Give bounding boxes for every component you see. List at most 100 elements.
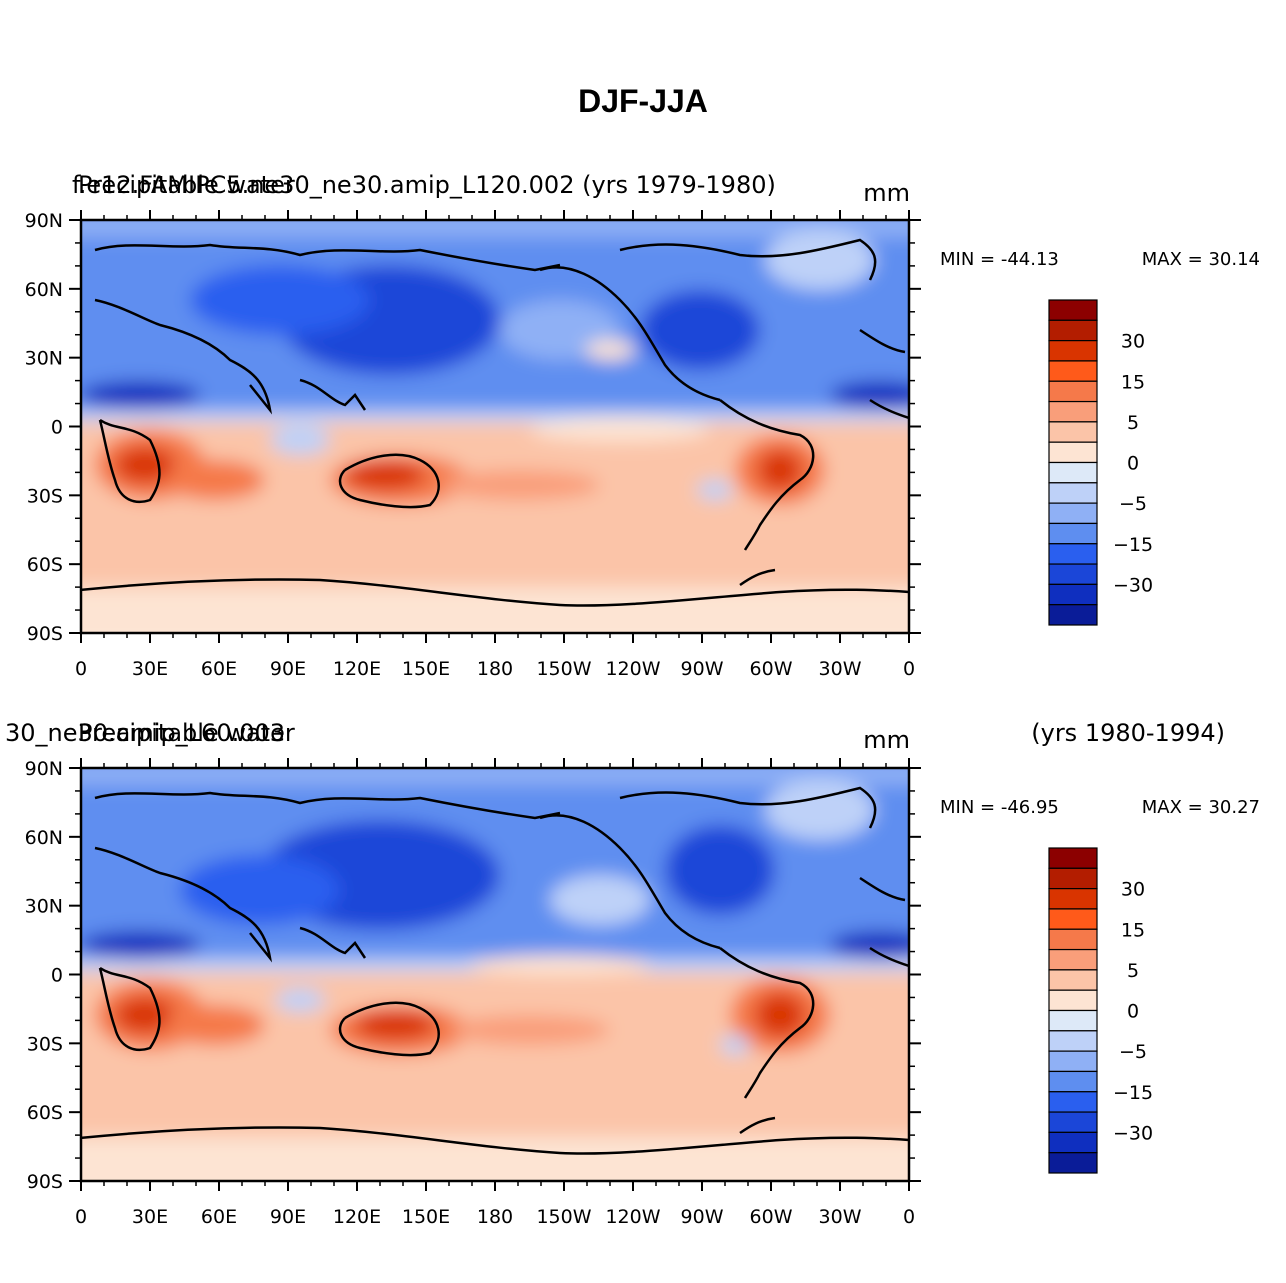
colorbar-swatch [1048,847,1098,869]
colorbar-label: −5 [1119,1041,1147,1063]
panel-2-left-title-b: Precipitable water [78,719,295,747]
colorbar-swatch [1048,421,1098,443]
colorbar-swatch [1048,969,1098,991]
panel-1-field [81,220,909,633]
panel-2-right-title: (yrs 1980-1994) [1031,719,1225,747]
colorbar-swatch [1048,1152,1098,1174]
colorbar-label: 0 [1127,1001,1139,1023]
colorbar-swatch [1048,867,1098,890]
lon-tick-label: 90E [270,658,306,680]
colorbar-swatch [1048,1050,1098,1073]
panel-1-coastlines [81,238,909,607]
lat-tick-label: 90S [27,1171,63,1193]
colorbar-label: 30 [1121,331,1145,353]
panel-2-ticks [69,758,921,1191]
colorbar-swatch [1048,583,1098,606]
colorbar-swatch [1048,502,1098,525]
lat-tick-label: 30N [25,896,63,918]
colorbar-swatch [1048,928,1098,951]
panel-2: 0 30E 60E 90E 120E 150E 180 150W 120W 90W 60W 30W 0 … [5,719,1260,1228]
colorbar-swatch [1048,340,1098,362]
panel-1-min: MIN = -44.13 [940,249,1059,270]
lon-tick-label: 120W [605,658,660,680]
lon-tick-label: 150W [536,1206,591,1228]
panel-2-units: mm [863,726,910,754]
panel-2-colorbar: 30 15 5 0 −5 −15 −30 [1048,847,1153,1174]
lon-tick-label: 90W [681,1206,724,1228]
lon-tick-label: 0 [903,1206,915,1228]
lon-tick-label: 30W [819,658,862,680]
colorbar-label: 0 [1127,453,1139,475]
colorbar-swatch [1048,1009,1098,1032]
colorbar-swatch [1048,441,1098,464]
colorbar-label: 5 [1127,960,1139,982]
lon-tick-label: 120E [333,1206,381,1228]
colorbar-label: 15 [1121,919,1145,941]
lon-tick-label: 60W [750,658,793,680]
lon-tick-label: 0 [75,1206,87,1228]
lat-tick-label: 90N [25,758,63,780]
panel-1-ticks [69,210,921,643]
panel-2-lon-labels: 0 30E 60E 90E 120E 150E 180 150W 120W 90W 60W 30W 0 [75,1206,915,1228]
colorbar-swatch [1048,400,1098,423]
lon-tick-label: 180 [477,658,513,680]
colorbar-label: −30 [1113,1122,1153,1144]
colorbar-swatch [1048,319,1098,342]
colorbar-swatch [1048,989,1098,1012]
colorbar-swatch [1048,360,1098,382]
lat-tick-label: 90S [27,623,63,645]
lon-tick-label: 60E [201,1206,237,1228]
panel-1-left-title-b: Precipitable water [78,171,295,199]
colorbar-swatch [1048,1030,1098,1052]
panel-2-max: MAX = 30.27 [1142,797,1260,818]
panel-1: 0 30E 60E 90E 120E 150E 180 150W 120W 90W 60W 30W 0 … [25,171,1260,680]
lon-tick-label: 0 [903,658,915,680]
colorbar-swatch [1048,461,1098,484]
lon-tick-label: 60E [201,658,237,680]
lat-tick-label: 30S [27,485,63,507]
lon-tick-label: 120E [333,658,381,680]
panel-2-coastlines [81,786,909,1155]
lat-tick-label: 60S [27,1102,63,1124]
lon-tick-label: 150E [402,658,450,680]
colorbar-label: −15 [1113,534,1153,556]
colorbar-label: 30 [1121,879,1145,901]
lon-tick-label: 180 [477,1206,513,1228]
colorbar-swatch [1048,543,1098,565]
lat-tick-label: 0 [51,965,63,987]
colorbar-swatch [1048,948,1098,971]
lon-tick-label: 150W [536,658,591,680]
colorbar-swatch [1048,380,1098,403]
colorbar-swatch [1048,604,1098,626]
lon-tick-label: 120W [605,1206,660,1228]
colorbar-label: −5 [1119,493,1147,515]
colorbar-label: 15 [1121,371,1145,393]
colorbar-label: −30 [1113,574,1153,596]
colorbar-swatch [1048,1070,1098,1093]
panel-1-left-title-a: f.e12.FAMIPC5.ne30_ne30.amip_L120.002 (y… [72,171,776,199]
panel-2-lat-labels: 90N 60N 30N 0 30S 60S 90S [25,758,63,1193]
lat-tick-label: 60N [25,827,63,849]
panel-2-left-title-a: 30_ne30.amip_L60.003 [5,719,285,747]
colorbar-swatch [1048,1091,1098,1113]
panel-1-max: MAX = 30.14 [1142,249,1260,270]
lat-tick-label: 90N [25,210,63,232]
lat-tick-label: 0 [51,417,63,439]
colorbar-label: −15 [1113,1082,1153,1104]
colorbar-swatch [1048,1111,1098,1133]
panel-1-lat-labels: 90N 60N 30N 0 30S 60S 90S [25,210,63,645]
panel-2-min: MIN = -46.95 [940,797,1059,818]
panel-2-field [81,768,909,1181]
lat-tick-label: 30N [25,348,63,370]
lon-tick-label: 90E [270,1206,306,1228]
lon-tick-label: 30E [132,1206,168,1228]
colorbar-swatch [1048,482,1098,504]
lat-tick-label: 60S [27,554,63,576]
lat-tick-label: 60N [25,279,63,301]
panel-1-lon-labels: 0 30E 60E 90E 120E 150E 180 150W 120W 90W 60W 30W 0 [75,658,915,680]
lat-tick-label: 30S [27,1033,63,1055]
figure-title: DJF-JJA [578,83,708,119]
panel-1-colorbar: 30 15 5 0 −5 −15 −30 [1048,299,1153,626]
colorbar-swatch [1048,299,1098,321]
